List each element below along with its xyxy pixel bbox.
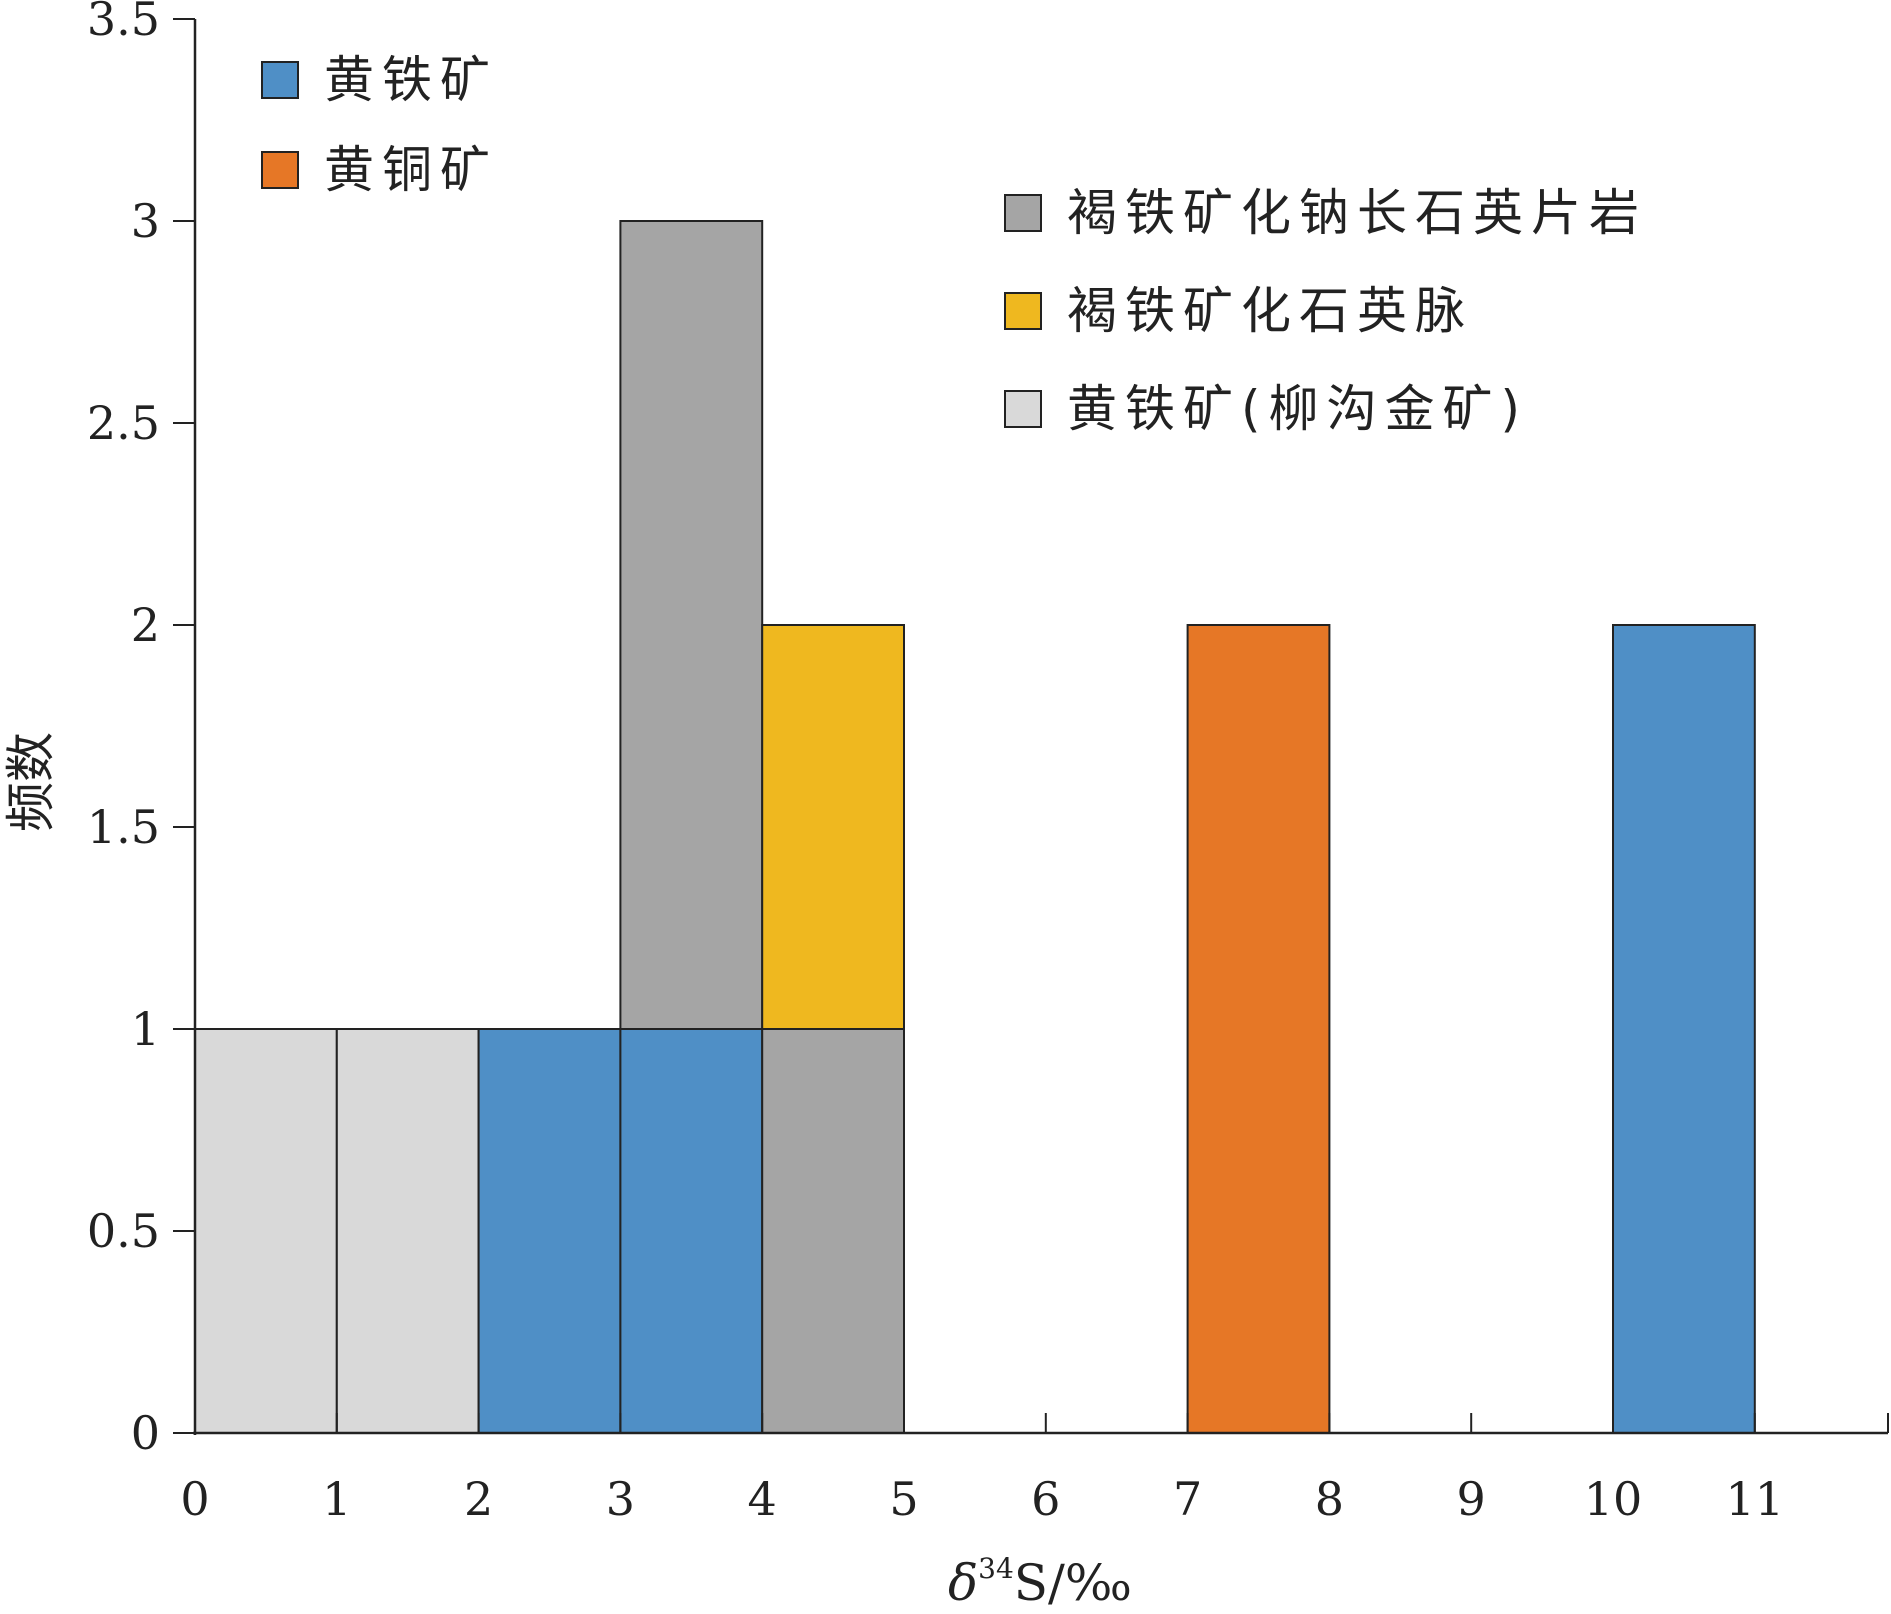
x-tick-label-11: 11 (1726, 1472, 1785, 1526)
titles-layer: 频数 δ34S/‰ (2, 732, 1132, 1612)
y-axis-title: 频数 (2, 732, 60, 832)
x-tick-label-4: 4 (748, 1472, 777, 1526)
bar-series-2-bin-4 (761, 1028, 906, 1434)
bar-series-1-bin-7 (1186, 624, 1331, 1434)
bar-series-0-bin-2 (477, 1028, 622, 1434)
x-tick-label-8: 8 (1315, 1472, 1344, 1526)
y-tick-label-7: 3.5 (87, 0, 160, 46)
legend-label-0-1: 黄铜矿 (324, 141, 498, 199)
y-tick-label-0: 0 (131, 1406, 160, 1460)
y-tick-label-1: 0.5 (87, 1204, 160, 1258)
y-tick-label-2: 1 (131, 1002, 160, 1056)
x-axis-title-rest: S/‰ (1014, 1554, 1132, 1609)
legend-label-0-0: 黄铁矿 (324, 51, 498, 109)
x-tick-label-9: 9 (1457, 1472, 1486, 1526)
legend-label-1-2: 黄铁矿(柳沟金矿) (1067, 380, 1528, 438)
y-tick-label-3: 1.5 (87, 800, 160, 854)
y-tick-label-5: 2.5 (87, 396, 160, 450)
x-tick-label-5: 5 (889, 1472, 918, 1526)
x-tick-label-10: 10 (1584, 1472, 1643, 1526)
bar-series-4-bin-1 (335, 1028, 480, 1434)
legend-swatch-0-0 (261, 61, 299, 99)
legend-swatch-0-1 (261, 151, 299, 189)
bar-series-3-bin-4 (761, 624, 906, 1030)
bars-layer (194, 220, 1756, 1434)
x-axis-title-symbol: δ (948, 1554, 978, 1609)
y-tick-label-6: 3 (131, 194, 160, 248)
bar-series-2-bin-3 (619, 220, 764, 1030)
axes-layer (193, 19, 1888, 1435)
x-tick-label-6: 6 (1031, 1472, 1060, 1526)
x-axis-title: δ34S/‰ (948, 1552, 1132, 1609)
bar-series-0-bin-10 (1612, 624, 1756, 1434)
x-tick-label-7: 7 (1173, 1472, 1202, 1526)
x-tick-label-1: 1 (322, 1472, 351, 1526)
bar-series-0-bin-3 (619, 1028, 764, 1434)
x-tick-label-3: 3 (606, 1472, 635, 1526)
x-tick-label-2: 2 (464, 1472, 493, 1526)
legend-label-1-1: 褐铁矿化石英脉 (1067, 282, 1473, 340)
x-tick-label-0: 0 (180, 1472, 209, 1526)
legend-label-1-0: 褐铁矿化钠长石英片岩 (1067, 184, 1647, 242)
legend-swatch-1-0 (1004, 194, 1042, 232)
y-tick-label-4: 2 (131, 598, 160, 652)
legend-swatch-1-2 (1004, 390, 1042, 428)
x-axis-title-superscript: 34 (978, 1552, 1014, 1585)
bar-series-4-bin-0 (194, 1028, 338, 1434)
legend-swatch-1-1 (1004, 292, 1042, 330)
ticks-layer: 0 1 2 3 4 5 6 7 8 9 10 11 0 0.5 1 1.5 2 2.5 3 3.5 (87, 0, 1889, 1526)
